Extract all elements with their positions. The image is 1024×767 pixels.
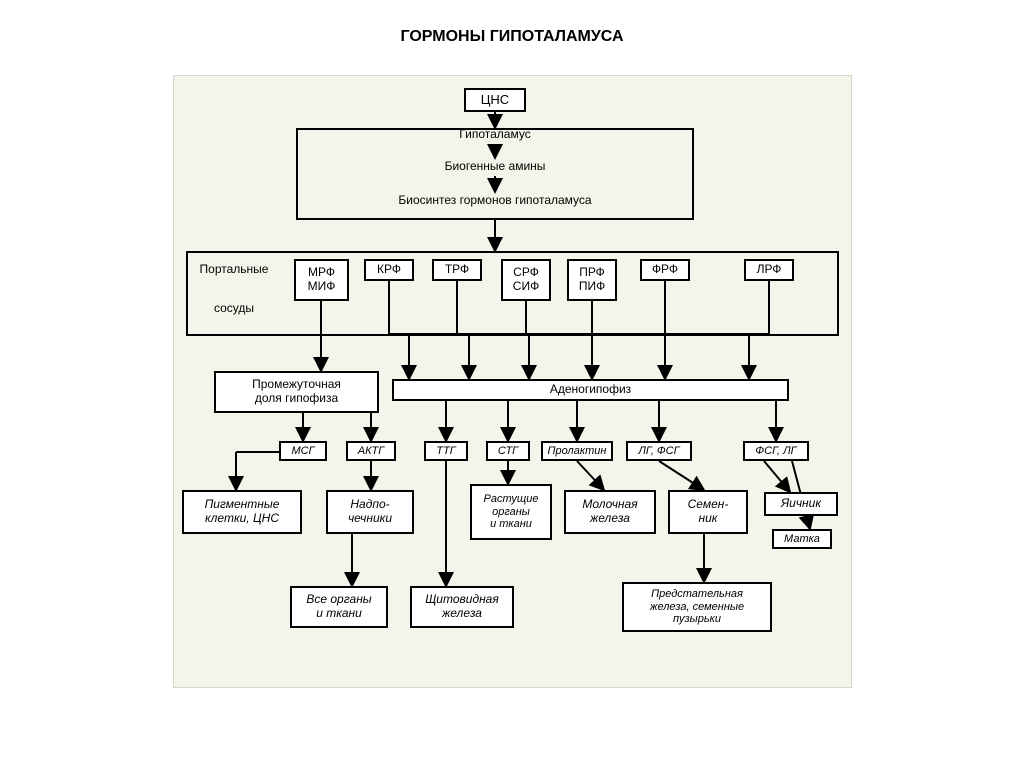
node-ovary: Яичник bbox=[764, 492, 838, 516]
node-krf: КРФ bbox=[364, 259, 414, 281]
node-growing: Растущиеорганыи ткани bbox=[470, 484, 552, 540]
node-frf: ФРФ bbox=[640, 259, 690, 281]
node-prf: ПРФПИФ bbox=[567, 259, 617, 301]
node-srf: СРФСИФ bbox=[501, 259, 551, 301]
node-lgfsg: ЛГ, ФСГ bbox=[626, 441, 692, 461]
node-adrenal: Надпо-чечники bbox=[326, 490, 414, 534]
page-title: ГОРМОНЫ ГИПОТАЛАМУСА bbox=[0, 28, 1024, 46]
diagram-canvas: ГипоталамусБиогенные аминыБиосинтез горм… bbox=[173, 75, 852, 688]
node-uterus: Матка bbox=[772, 529, 832, 549]
node-adeno: Аденогипофиз bbox=[392, 379, 789, 401]
node-intermed: Промежуточнаядоля гипофиза bbox=[214, 371, 379, 413]
node-ttg: ТТГ bbox=[424, 441, 468, 461]
edge-30 bbox=[577, 461, 604, 490]
node-thyroid: Щитовиднаяжелеза bbox=[410, 586, 514, 628]
node-trf: ТРФ bbox=[432, 259, 482, 281]
node-allorg: Все органыи ткани bbox=[290, 586, 388, 628]
node-fsglg: ФСГ, ЛГ bbox=[743, 441, 809, 461]
edge-32 bbox=[764, 461, 790, 492]
node-lrf: ЛРФ bbox=[744, 259, 794, 281]
node-hypo_container bbox=[296, 128, 694, 220]
edge-31 bbox=[659, 461, 704, 490]
node-mrf: МРФМИФ bbox=[294, 259, 349, 301]
node-cns: ЦНС bbox=[464, 88, 526, 112]
node-prostate: Предстательнаяжелеза, семенныепузырьки bbox=[622, 582, 772, 632]
node-msg: МСГ bbox=[279, 441, 327, 461]
node-stg: СТГ bbox=[486, 441, 530, 461]
node-testis: Семен-ник bbox=[668, 490, 748, 534]
node-prolak: Пролактин bbox=[541, 441, 613, 461]
node-aktg: АКТГ bbox=[346, 441, 396, 461]
node-pigment: Пигментныеклетки, ЦНС bbox=[182, 490, 302, 534]
node-mammary: Молочнаяжелеза bbox=[564, 490, 656, 534]
